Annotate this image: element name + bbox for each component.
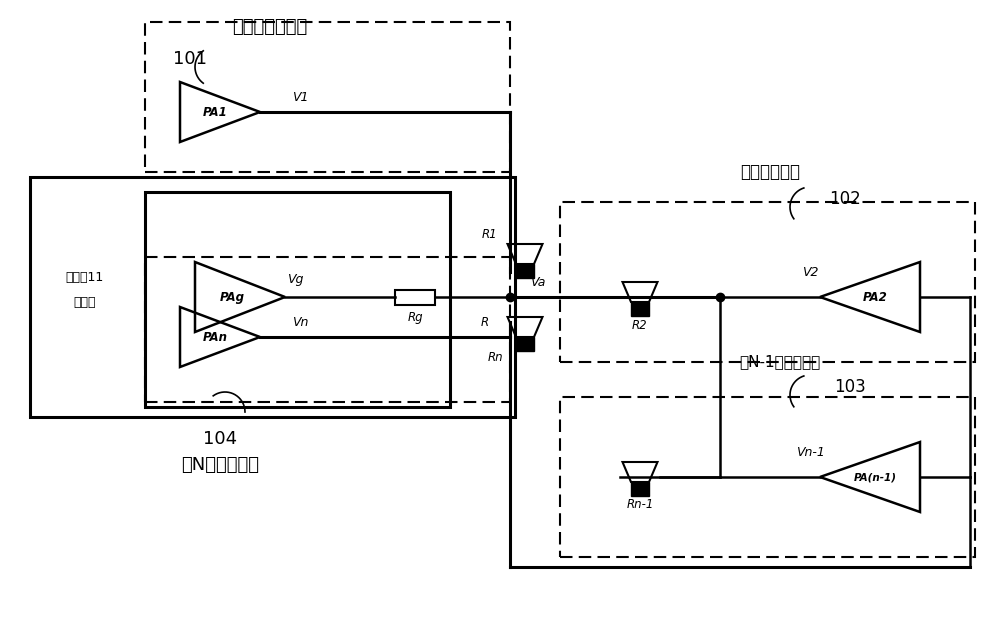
Bar: [145, 257, 510, 402]
Text: Vn-1: Vn-1: [796, 445, 824, 459]
Bar: [560, 397, 975, 557]
Text: R: R: [481, 315, 489, 329]
Bar: [516, 264, 534, 278]
Bar: [631, 302, 649, 316]
Text: Va: Va: [530, 275, 545, 289]
Bar: [145, 22, 510, 172]
Text: Vn: Vn: [292, 315, 308, 329]
Bar: [631, 482, 649, 496]
Text: R2: R2: [632, 318, 648, 331]
Text: PA1: PA1: [203, 106, 227, 118]
Text: V1: V1: [292, 90, 308, 103]
Text: 103: 103: [834, 378, 866, 396]
Bar: [145, 192, 450, 407]
Text: Rn: Rn: [487, 350, 503, 364]
Text: 第N-1个声道模块: 第N-1个声道模块: [739, 355, 821, 369]
Bar: [30, 177, 515, 417]
Text: 第一个声道模块: 第一个声道模块: [232, 18, 308, 36]
Text: PAg: PAg: [220, 290, 244, 303]
Text: PA2: PA2: [863, 290, 887, 303]
Text: 出模块: 出模块: [74, 296, 96, 308]
Text: 音频输11: 音频输11: [66, 271, 104, 283]
Text: Vg: Vg: [287, 273, 303, 285]
Text: 第N个声道模块: 第N个声道模块: [181, 456, 259, 474]
Text: V2: V2: [802, 266, 818, 278]
Bar: [560, 202, 975, 362]
Bar: [516, 337, 534, 351]
Text: Rg: Rg: [407, 310, 423, 324]
Text: 102: 102: [829, 190, 861, 208]
Text: Rn-1: Rn-1: [626, 499, 654, 512]
Text: 第二声道模块: 第二声道模块: [740, 163, 800, 181]
Text: PAn: PAn: [202, 331, 228, 343]
Text: 101: 101: [173, 50, 207, 68]
Text: R1: R1: [482, 227, 498, 241]
Text: PA(n-1): PA(n-1): [854, 472, 896, 482]
Text: 104: 104: [203, 430, 237, 448]
Bar: [395, 289, 435, 304]
